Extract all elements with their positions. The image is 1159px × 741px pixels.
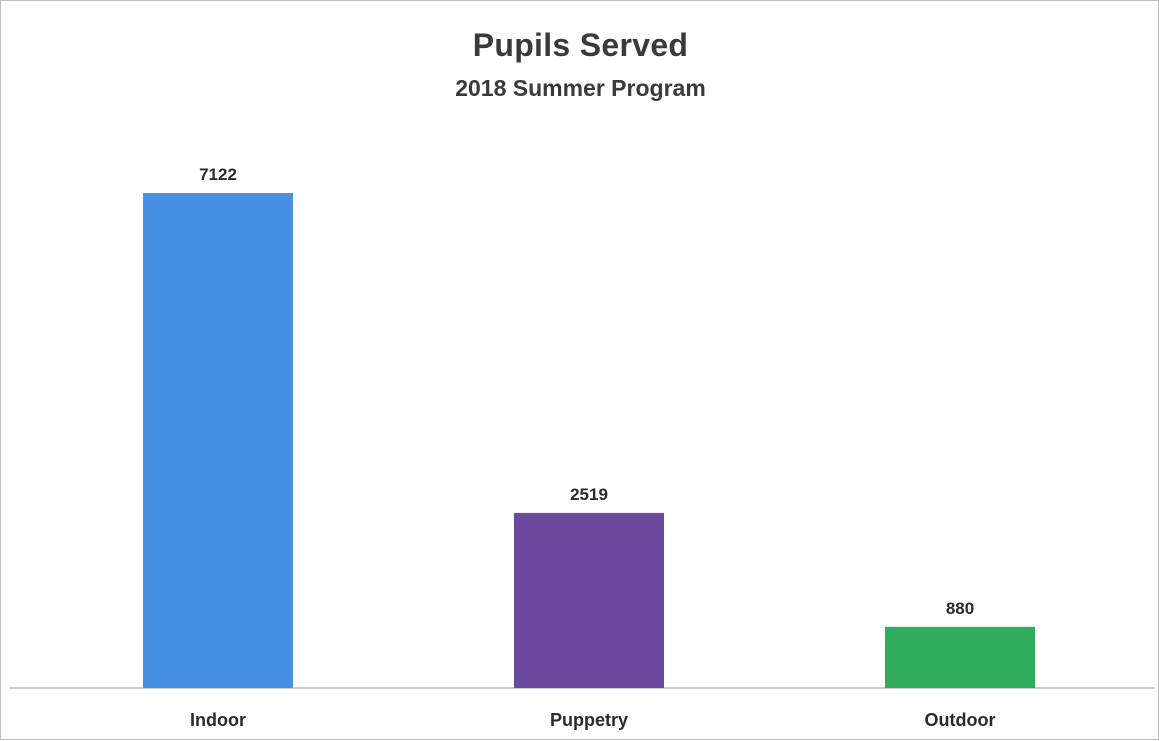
bar-puppetry <box>514 512 664 688</box>
data-labels-group: 7122 2519 880 <box>199 165 974 618</box>
chart-title: Pupils Served <box>472 27 689 63</box>
bar-indoor <box>143 193 293 688</box>
category-label-puppetry: Puppetry <box>550 710 628 730</box>
data-label-indoor: 7122 <box>199 165 237 184</box>
bar-outdoor <box>885 626 1035 688</box>
data-label-puppetry: 2519 <box>570 485 608 504</box>
bars-group <box>143 193 1035 688</box>
category-labels-group: Indoor Puppetry Outdoor <box>190 710 995 730</box>
chart-subtitle: 2018 Summer Program <box>455 75 706 101</box>
category-label-outdoor: Outdoor <box>925 710 996 730</box>
data-label-outdoor: 880 <box>946 599 974 618</box>
category-label-indoor: Indoor <box>190 710 246 730</box>
